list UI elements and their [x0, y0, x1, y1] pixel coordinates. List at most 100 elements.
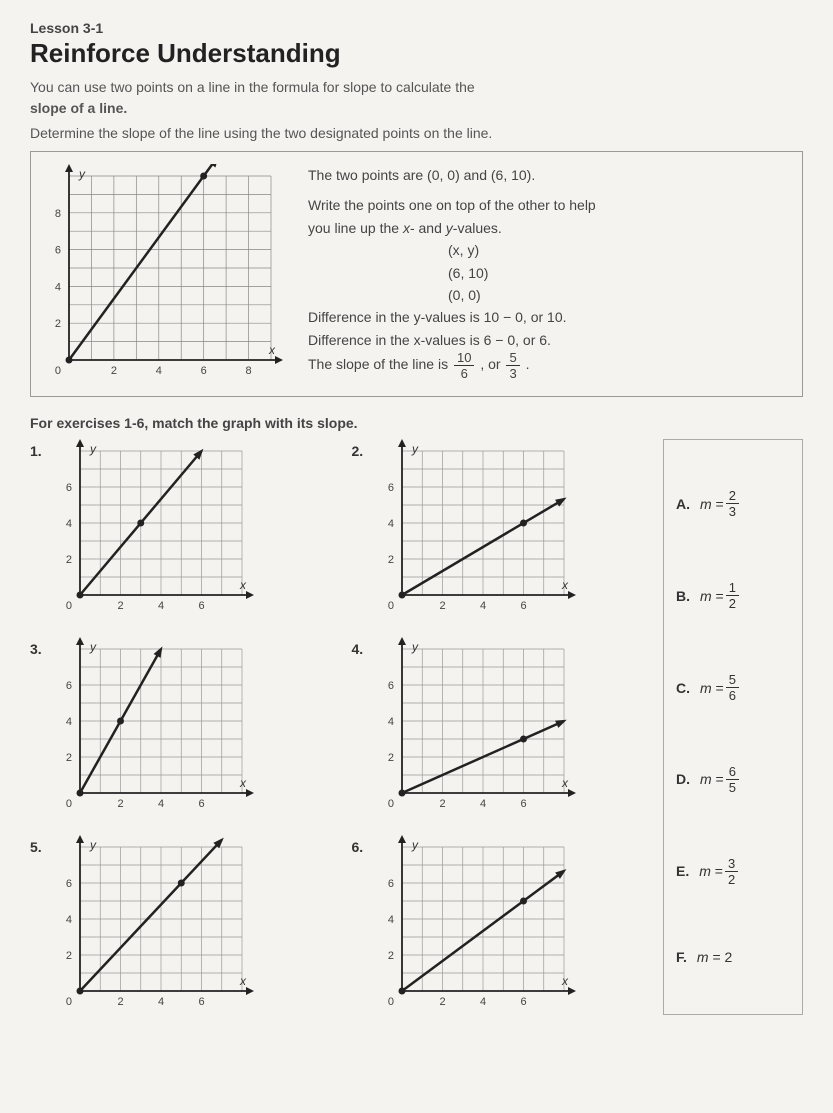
- svg-text:4: 4: [479, 798, 485, 810]
- svg-text:6: 6: [198, 798, 204, 810]
- svg-text:2: 2: [66, 950, 72, 962]
- svg-text:y: y: [89, 640, 97, 654]
- svg-text:8: 8: [245, 365, 251, 377]
- svg-text:0: 0: [387, 798, 393, 810]
- problem-graph-container: 2 4 6 2 4 6 0 y x: [376, 439, 576, 619]
- svg-text:x: x: [561, 578, 569, 592]
- problems-grid: 1.2462460yx2.2462460yx3.2462460yx4.24624…: [30, 439, 643, 1015]
- svg-text:x: x: [239, 578, 247, 592]
- answer-letter: F.: [676, 949, 687, 965]
- svg-text:y: y: [411, 442, 419, 456]
- svg-text:4: 4: [158, 798, 164, 810]
- svg-text:2: 2: [66, 752, 72, 764]
- graph: 2462460yx: [54, 439, 254, 619]
- page-title: Reinforce Understanding: [30, 38, 803, 69]
- svg-text:6: 6: [520, 798, 526, 810]
- svg-text:x: x: [239, 974, 247, 988]
- graph: 2 4 6 2 4 6 0 y x: [376, 439, 576, 619]
- answer-option-D: D.m = 65: [676, 765, 790, 794]
- svg-text:6: 6: [520, 600, 526, 612]
- intro-text: You can use two points on a line in the …: [30, 77, 590, 119]
- svg-text:4: 4: [156, 365, 162, 377]
- answer-letter: C.: [676, 680, 690, 696]
- graph: 246824680yx: [43, 164, 283, 384]
- svg-text:6: 6: [387, 680, 393, 692]
- svg-text:6: 6: [201, 365, 207, 377]
- answer-option-F: F. m = 2: [676, 949, 790, 965]
- layout: 1.2462460yx2.2462460yx3.2462460yx4.24624…: [30, 439, 803, 1015]
- exercise-head: For exercises 1-6, match the graph with …: [30, 415, 803, 431]
- svg-text:2: 2: [117, 996, 123, 1008]
- svg-text:6: 6: [387, 878, 393, 890]
- problem-1: 1.2462460yx: [30, 439, 322, 619]
- answer-fraction: 65: [726, 765, 739, 794]
- svg-text:0: 0: [66, 600, 72, 612]
- graph: 2462460yx: [376, 637, 576, 817]
- problem-5: 5.2462460yx: [30, 835, 322, 1015]
- answer-fraction: 23: [726, 489, 739, 518]
- svg-text:2: 2: [66, 554, 72, 566]
- svg-text:2: 2: [387, 554, 393, 566]
- problem-graph-container: 2462460yx: [376, 637, 576, 817]
- answer-option-B: B.m = 12: [676, 581, 790, 610]
- problem-4: 4.2462460yx: [352, 637, 644, 817]
- svg-text:6: 6: [387, 482, 393, 494]
- problem-number: 3.: [30, 637, 48, 657]
- problem-number: 6.: [352, 835, 370, 855]
- svg-text:y: y: [411, 640, 419, 654]
- example-line-write: Write the points one on top of the other…: [308, 194, 790, 239]
- problem-graph-container: 2462460yx: [54, 439, 254, 619]
- example-p2: (0, 0): [448, 284, 790, 306]
- svg-text:4: 4: [387, 914, 393, 926]
- svg-text:y: y: [89, 442, 97, 456]
- svg-text:4: 4: [158, 600, 164, 612]
- graph: 2462460yx: [376, 835, 576, 1015]
- svg-text:6: 6: [66, 680, 72, 692]
- svg-text:2: 2: [439, 996, 445, 1008]
- svg-text:0: 0: [387, 996, 393, 1008]
- svg-text:8: 8: [55, 208, 61, 220]
- answer-equation: m = 2: [697, 949, 732, 965]
- example-slope: The slope of the line is 106 , or 53 .: [308, 351, 790, 380]
- svg-text:2: 2: [439, 600, 445, 612]
- svg-text:4: 4: [66, 518, 72, 530]
- answer-option-C: C.m = 56: [676, 673, 790, 702]
- intro-line2: slope of a line.: [30, 100, 127, 116]
- answer-equation: m =: [700, 496, 724, 512]
- svg-text:6: 6: [198, 996, 204, 1008]
- graph: 2462460yx: [54, 835, 254, 1015]
- svg-text:x: x: [561, 776, 569, 790]
- svg-text:4: 4: [66, 914, 72, 926]
- answer-letter: E.: [676, 863, 689, 879]
- svg-text:y: y: [78, 167, 86, 181]
- problem-number: 4.: [352, 637, 370, 657]
- problem-number: 1.: [30, 439, 48, 459]
- answer-option-E: E.m = 32: [676, 857, 790, 886]
- example-line-points: The two points are (0, 0) and (6, 10).: [308, 164, 790, 186]
- svg-text:0: 0: [66, 996, 72, 1008]
- svg-text:y: y: [411, 838, 419, 852]
- answer-equation: m =: [700, 771, 724, 787]
- svg-text:4: 4: [55, 281, 61, 293]
- svg-text:6: 6: [55, 245, 61, 257]
- graph: 2462460yx: [54, 637, 254, 817]
- svg-text:4: 4: [479, 600, 485, 612]
- svg-text:4: 4: [66, 716, 72, 728]
- svg-text:0: 0: [55, 365, 61, 377]
- svg-text:x: x: [561, 974, 569, 988]
- answers-box: A.m = 23B.m = 12C.m = 56D.m = 65E.m = 32…: [663, 439, 803, 1015]
- svg-text:0: 0: [387, 600, 393, 612]
- svg-text:x: x: [239, 776, 247, 790]
- problem-6: 6.2462460yx: [352, 835, 644, 1015]
- svg-text:0: 0: [66, 798, 72, 810]
- answer-fraction: 56: [726, 673, 739, 702]
- answer-letter: B.: [676, 588, 690, 604]
- answer-letter: A.: [676, 496, 690, 512]
- svg-text:4: 4: [387, 518, 393, 530]
- svg-text:2: 2: [439, 798, 445, 810]
- answer-equation: m =: [700, 588, 724, 604]
- svg-text:4: 4: [387, 716, 393, 728]
- example-box: 246824680yx The two points are (0, 0) an…: [30, 151, 803, 397]
- svg-text:6: 6: [520, 996, 526, 1008]
- svg-text:2: 2: [387, 950, 393, 962]
